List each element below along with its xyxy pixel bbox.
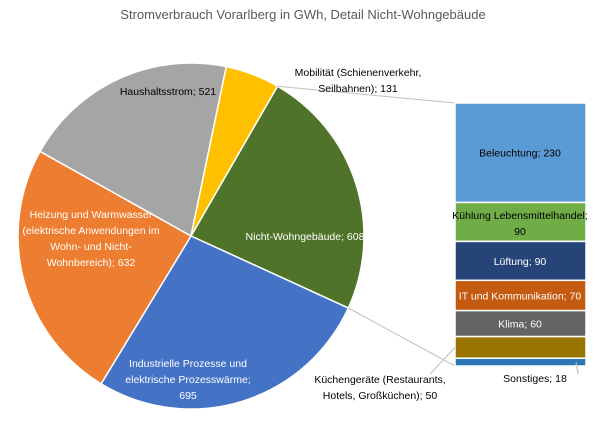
label-industrielle-prozesse-und-elektrische-prozesswärme: Industrielle Prozesse und elektrische Pro…: [125, 358, 250, 402]
label-sonstiges: Sonstiges; 18: [503, 373, 567, 385]
label-kühlung-lebensmittelhandel: Kühlung Lebensmittelhandel; 90: [452, 210, 587, 238]
bar-segment-sonstiges: [454, 357, 587, 367]
label-mobilität-schienenverkehr-seilbahnen: Mobilität (Schienenverkehr, Seilbahnen); …: [295, 67, 422, 95]
label-beleuchtung: Beleuchtung; 230: [479, 148, 561, 160]
label-it-und-kommunikation: IT und Kommunikation; 70: [459, 290, 582, 302]
bar-segment-beleuchtung: [454, 102, 587, 204]
pie-slice-heizung-und-warmwasser-elektrische-anwendungen-im-wohn-und-nicht-wohnbereich: [17, 150, 193, 385]
connector-line-top: [277, 85, 456, 104]
label-heizung-und-warmwasser-elektrische-anwendungen-im-wohn-und-nicht-wohnbereich: Heizung und Warmwasser (elektrische Anwen…: [22, 209, 159, 269]
pie-slice-nicht-wohngebäude: [189, 85, 365, 310]
bar-segment-klima: [454, 309, 587, 338]
chart-title: Stromverbrauch Vorarlberg in GWh, Detail…: [120, 7, 485, 22]
bar-segment-küchengeräte-restaurants-hotels-großküchen: [454, 335, 587, 359]
label-lüftung: Lüftung; 90: [494, 256, 547, 268]
leader-line-küchengeräte-restaurants-hotels-großküchen: [429, 347, 456, 375]
label-haushaltsstrom: Haushaltsstrom; 521: [120, 86, 216, 98]
label-nicht-wohngebäude: Nicht-Wohngebäude; 608: [246, 231, 365, 243]
leader-line-sonstiges: [575, 362, 579, 375]
pie-slice-mobilität-schienenverkehr-seilbahnen: [190, 65, 279, 237]
pie-slice-industrielle-prozesse-und-elektrische-prozesswärme: [100, 235, 350, 410]
connector-line-bottom: [348, 307, 456, 367]
label-klima: Klima; 60: [498, 319, 542, 331]
pie-slice-haushaltsstrom: [39, 62, 228, 238]
label-küchengeräte-restaurants-hotels-großküchen: Küchengeräte (Restaurants, Hotels, Großkü…: [314, 374, 445, 402]
